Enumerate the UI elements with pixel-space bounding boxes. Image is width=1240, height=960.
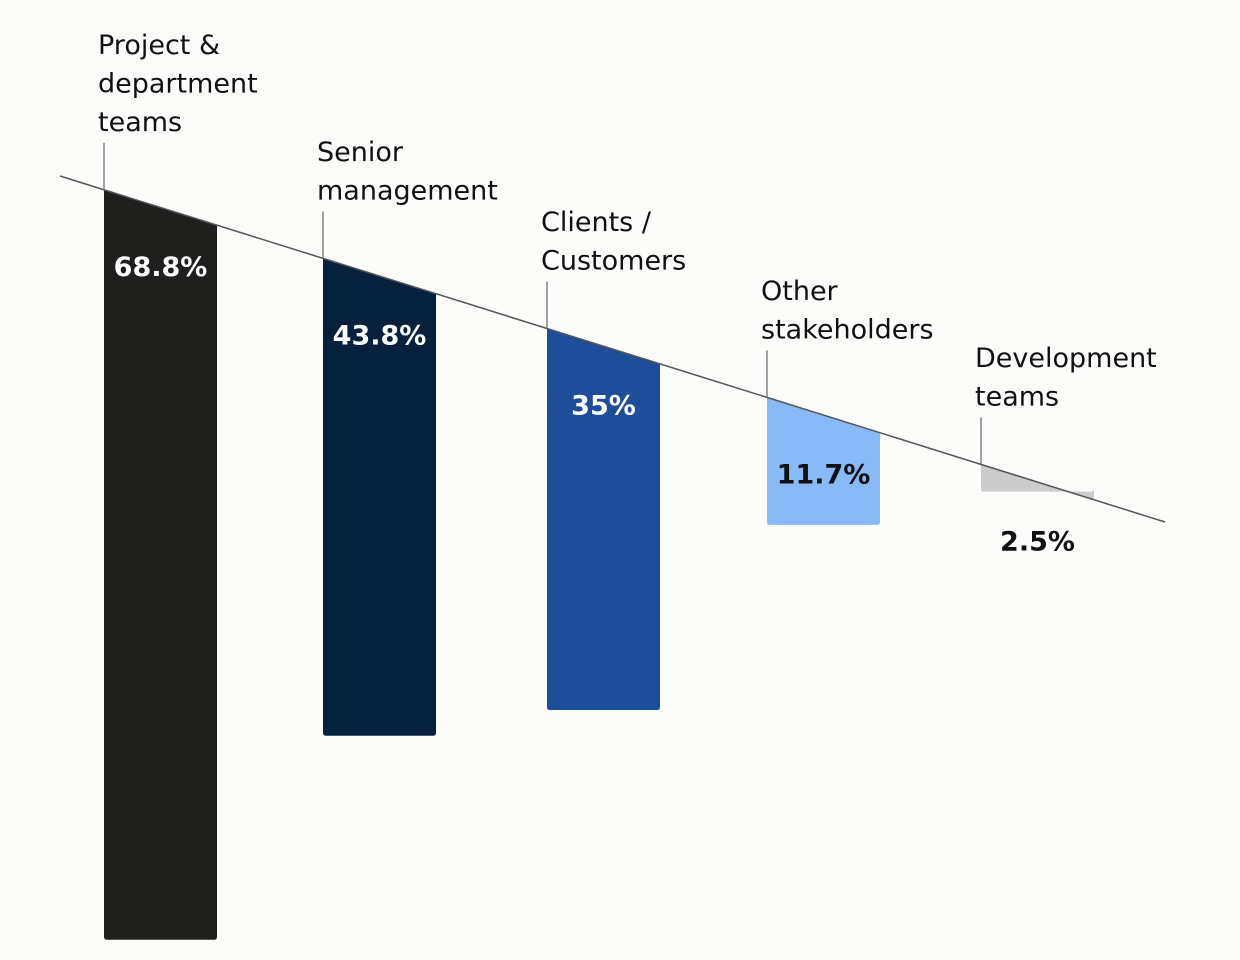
value-label: 35% — [571, 390, 636, 421]
bar — [323, 258, 436, 736]
category-labels: Project & department teams Senior management… — [98, 30, 1157, 413]
category-label: Development teams — [975, 343, 1157, 413]
value-label: 68.8% — [114, 252, 208, 283]
category-label: Other stakeholders — [761, 276, 934, 346]
category-label: Project & department teams — [98, 30, 258, 138]
bar — [104, 189, 217, 940]
value-label: 43.8% — [333, 320, 427, 351]
value-label: 11.7% — [777, 459, 871, 490]
value-label: 2.5% — [1000, 526, 1075, 557]
category-label: Clients / Customers — [541, 207, 686, 277]
bars — [104, 189, 1094, 940]
bar — [767, 397, 880, 525]
bar — [547, 328, 660, 710]
category-label: Senior management — [317, 137, 498, 207]
leader-lines — [103, 142, 982, 465]
value-labels: 68.8% 43.8% 35% 11.7% 2.5% — [114, 252, 1075, 558]
